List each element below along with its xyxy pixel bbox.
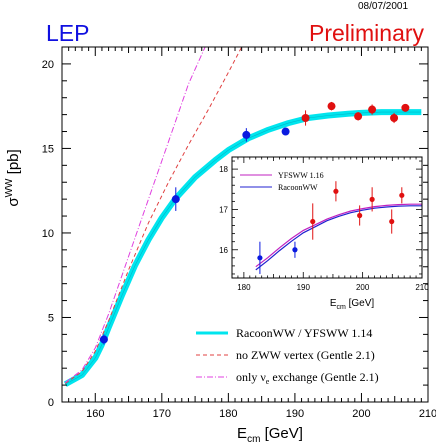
y-label-sup: WW — [4, 178, 15, 197]
inset-legend-label-1: RacoonWW — [278, 183, 318, 192]
legend-label-0: RacoonWW / YFSWW 1.14 — [236, 326, 372, 340]
main-series-line-1 — [65, 47, 243, 384]
experiment-label: LEP — [46, 20, 89, 46]
status-label: Preliminary — [309, 20, 425, 46]
main-y-axis-label: σWW [pb] — [4, 149, 22, 206]
main-plot: 160 170 180 190 200 210 0 5 10 15 20 Ecm [GeV] σWW [… — [4, 46, 436, 445]
main-x-tick-label: 170 — [153, 408, 171, 420]
inset-data-point-2 — [310, 218, 316, 225]
main-data-point-7 — [368, 105, 377, 114]
inset-series-line-0 — [255, 203, 422, 268]
y-label-unit: [pb] — [5, 149, 22, 178]
main-data-point-8 — [390, 114, 399, 122]
inset-data-point-1 — [292, 247, 298, 253]
main-x-tick-label: 210 — [419, 408, 436, 420]
x-label-main: E — [237, 425, 247, 442]
main-data-point-4 — [301, 114, 310, 122]
inset-x-axis-label: Ecm [GeV] — [330, 298, 375, 311]
y-label-main: σ — [5, 197, 22, 207]
main-x-tick-label: 190 — [286, 408, 304, 420]
main-band-center-line — [65, 111, 422, 385]
main-y-tick-label: 15 — [42, 143, 54, 155]
main-legend: RacoonWW / YFSWW 1.14 no ZWW vertex (Gent… — [196, 326, 379, 386]
main-data-point-5 — [327, 102, 336, 111]
x-label-sub: cm — [247, 434, 260, 445]
inset-data-point-0 — [257, 255, 263, 261]
inset-plot: 180 190 200 210 16 17 18 Ecm [GeV] YFSWW 1.16 Rac… — [219, 156, 429, 311]
main-series-line-2 — [64, 47, 206, 383]
main-y-tick-label: 20 — [42, 59, 54, 71]
date-stamp: 08/07/2001 — [358, 1, 408, 12]
main-y-tick-label: 0 — [48, 397, 54, 409]
main-x-axis-label: Ecm [GeV] — [237, 425, 303, 445]
legend-label-1: no ZWW vertex (Gentle 2.1) — [236, 348, 375, 362]
main-x-tick-label: 160 — [86, 408, 104, 420]
inset-legend: YFSWW 1.16 RacoonWW — [240, 171, 324, 192]
main-data-point-9 — [401, 103, 410, 112]
main-data-point-1 — [171, 195, 180, 204]
inset-data-point-4 — [357, 212, 363, 219]
main-x-tick-label: 180 — [219, 408, 237, 420]
inset-y-tick-label: 17 — [219, 205, 228, 214]
inset-data-point-3 — [333, 188, 339, 194]
inset-y-tick-label: 18 — [219, 165, 228, 174]
main-y-tick-label: 10 — [42, 228, 54, 240]
main-data-point-2 — [242, 130, 251, 139]
inset-data-point-7 — [399, 192, 405, 198]
inset-y-tick-label: 16 — [219, 246, 228, 255]
inset-x-tick-label: 200 — [356, 283, 370, 292]
main-data-point-0 — [99, 335, 108, 344]
inset-background — [232, 157, 422, 278]
main-data-point-3 — [281, 127, 290, 136]
inset-plot-area — [255, 181, 422, 274]
inset-x-tick-label: 210 — [415, 283, 429, 292]
legend-label-2: only νe exchange (Gentle 2.1) — [236, 370, 379, 386]
inset-data-point-6 — [389, 218, 395, 225]
x-label-unit: [GeV] — [260, 425, 303, 442]
inset-data-point-5 — [369, 196, 375, 202]
main-data-point-6 — [354, 112, 363, 121]
main-x-tick-label: 200 — [352, 408, 370, 420]
inset-x-tick-label: 190 — [297, 283, 311, 292]
main-plot-area — [63, 47, 422, 387]
inset-x-tick-label: 180 — [237, 283, 251, 292]
main-y-tick-label: 5 — [48, 312, 54, 324]
inset-legend-label-0: YFSWW 1.16 — [278, 171, 324, 180]
main-frame — [61, 46, 429, 403]
inset-series-line-1 — [255, 205, 422, 271]
